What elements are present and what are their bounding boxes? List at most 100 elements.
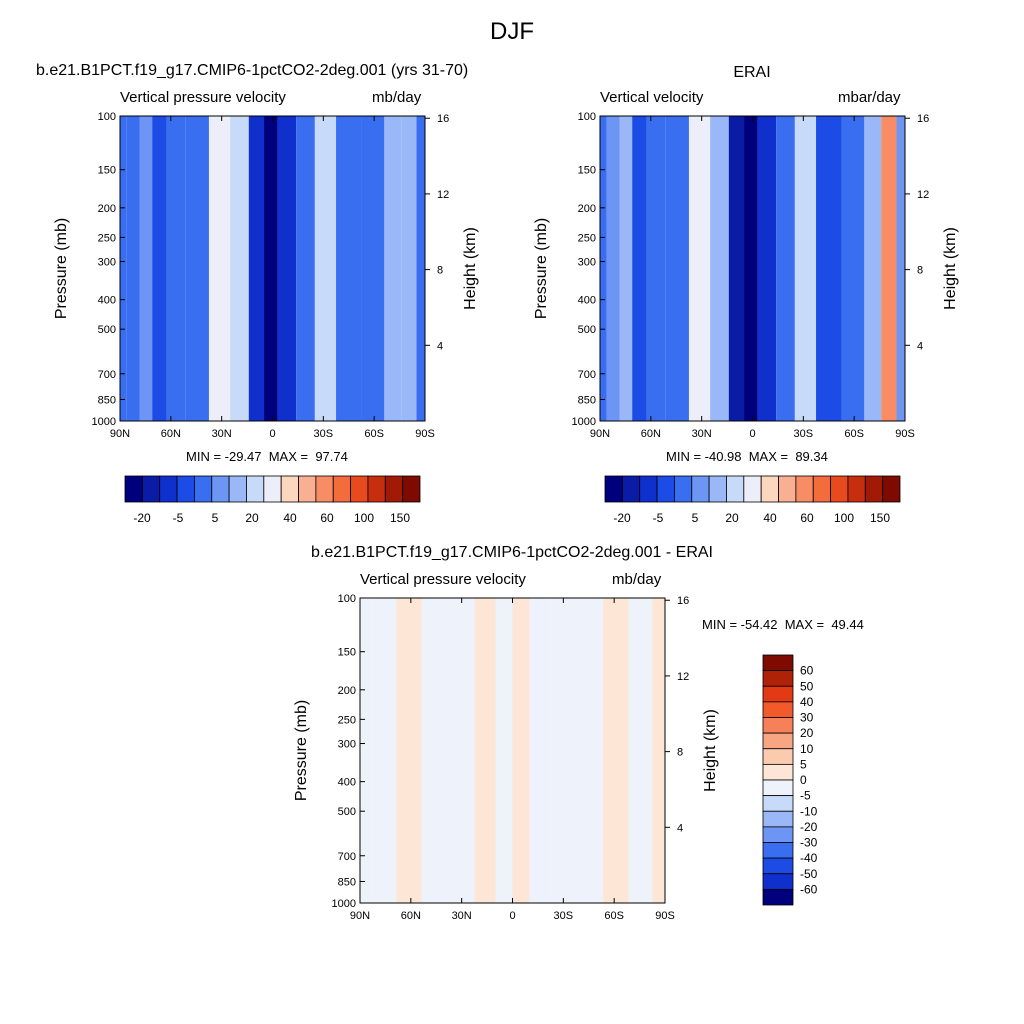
colorbar-swatch [124,475,143,503]
y-axis-title: Pressure (mb) [53,218,70,319]
contour-band-1 [126,116,140,421]
colorbar-swatch [762,888,794,906]
contour-band-8 [248,116,265,421]
x-tick-label: 30N [212,428,232,440]
x-tick-label: 90N [110,428,130,440]
colorbar-label: -20 [133,511,151,525]
x-tick-label: 60S [604,910,624,922]
contour-band-17 [416,116,425,421]
colorbar-label: -60 [800,882,818,896]
colorbar-swatch [726,475,745,503]
colorbar-label: 60 [320,511,334,525]
y-tick-label: 100 [98,111,116,123]
contour-band-12 [314,116,337,421]
x-tick-label: 60N [641,428,661,440]
x-tick-label: 90N [590,428,610,440]
obs-panel-header: ERAI [733,64,771,81]
contour-band-12 [628,598,653,903]
model-panel-header: b.e21.B1PCT.f19_g17.CMIP6-1pctCO2-2deg.0… [36,62,469,79]
contour-band-14 [841,116,865,421]
contour-band-1 [372,598,397,903]
contour-band-7 [512,598,530,903]
contour-band-15 [864,116,882,421]
contour-band-6 [208,116,231,421]
obs-stats: MIN = -40.98 MAX = 89.34 [666,449,828,464]
colorbar-label: 150 [870,511,890,525]
y-tick-label: 1000 [572,416,596,428]
y-tick-label: 250 [338,714,356,726]
x-tick-label: 90N [350,910,370,922]
y2-tick-label: 4 [437,340,443,352]
colorbar-swatch [228,475,247,503]
x-tick-label: 60S [364,428,384,440]
obs-units-label: mbar/day [838,89,901,106]
y2-tick-label: 4 [917,340,923,352]
y-tick-label: 150 [578,165,596,177]
y-tick-label: 250 [98,232,116,244]
colorbar-swatch [194,475,213,503]
colorbar-label: -5 [173,511,184,525]
colorbar-swatch [246,475,265,503]
colorbar-swatch [159,475,178,503]
x-tick-label: 0 [749,428,755,440]
contour-band-8 [728,116,745,421]
y-tick-label: 200 [338,685,356,697]
colorbar-label: -5 [653,511,664,525]
y-tick-label: 150 [338,647,356,659]
x-tick-label: 90S [415,428,435,440]
x-tick-label: 60N [401,910,421,922]
x-tick-label: 30S [554,910,574,922]
colorbar-swatch [384,475,404,503]
y-tick-label: 200 [578,203,596,215]
colorbar-swatch [708,475,727,503]
colorbar-swatch [762,873,794,890]
contour-band-11 [296,116,315,421]
colorbar-swatch [176,475,195,503]
y-tick-label: 100 [338,593,356,605]
colorbar-swatch [847,475,866,503]
contour-band-7 [230,116,249,421]
model-stats: MIN = -29.47 MAX = 97.74 [186,449,348,464]
model-colorbar: -20 -5 5 20 40 60 100 150 [124,475,421,525]
colorbar-swatch [762,842,794,859]
y-tick-label: 300 [98,257,116,269]
y-tick-label: 300 [578,257,596,269]
y-tick-label: 300 [338,739,356,751]
contour-band-9 [550,598,577,903]
colorbar-swatch [778,475,797,503]
colorbar-swatch [762,670,794,687]
y-tick-label: 500 [338,806,356,818]
colorbar-swatch [211,475,230,503]
y-tick-label: 700 [98,369,116,381]
y-tick-label: 700 [578,369,596,381]
colorbar-label: 50 [800,679,814,693]
x-tick-label: 60N [161,428,181,440]
contour-band-2 [619,116,633,421]
x-tick-label: 0 [509,910,515,922]
contour-band-12 [794,116,817,421]
colorbar-label: 5 [800,757,807,771]
y2-tick-label: 4 [677,822,683,834]
colorbar-swatch [762,685,794,703]
contour-band-3 [152,116,167,421]
x-tick-label: 30N [452,910,472,922]
colorbar-swatch [762,732,794,750]
colorbar-swatch [762,763,794,781]
colorbar-label: -50 [800,867,818,881]
obs-colorbar: -20 -5 5 20 40 60 100 150 [604,475,901,525]
colorbar-swatch [367,475,386,503]
colorbar-swatch [762,654,794,672]
contour-band-16 [401,116,417,421]
colorbar-label: 100 [354,511,374,525]
colorbar-swatch [762,810,794,828]
y-tick-label: 400 [338,777,356,789]
colorbar-label: 60 [800,511,814,525]
contour-band-15 [384,116,402,421]
colorbar-label: 0 [800,773,807,787]
contour-band-5 [185,116,209,421]
contour-band-6 [495,598,513,903]
colorbar-label: 100 [834,511,854,525]
model-field-label: Vertical pressure velocity [120,89,286,106]
colorbar-label: 40 [800,695,814,709]
